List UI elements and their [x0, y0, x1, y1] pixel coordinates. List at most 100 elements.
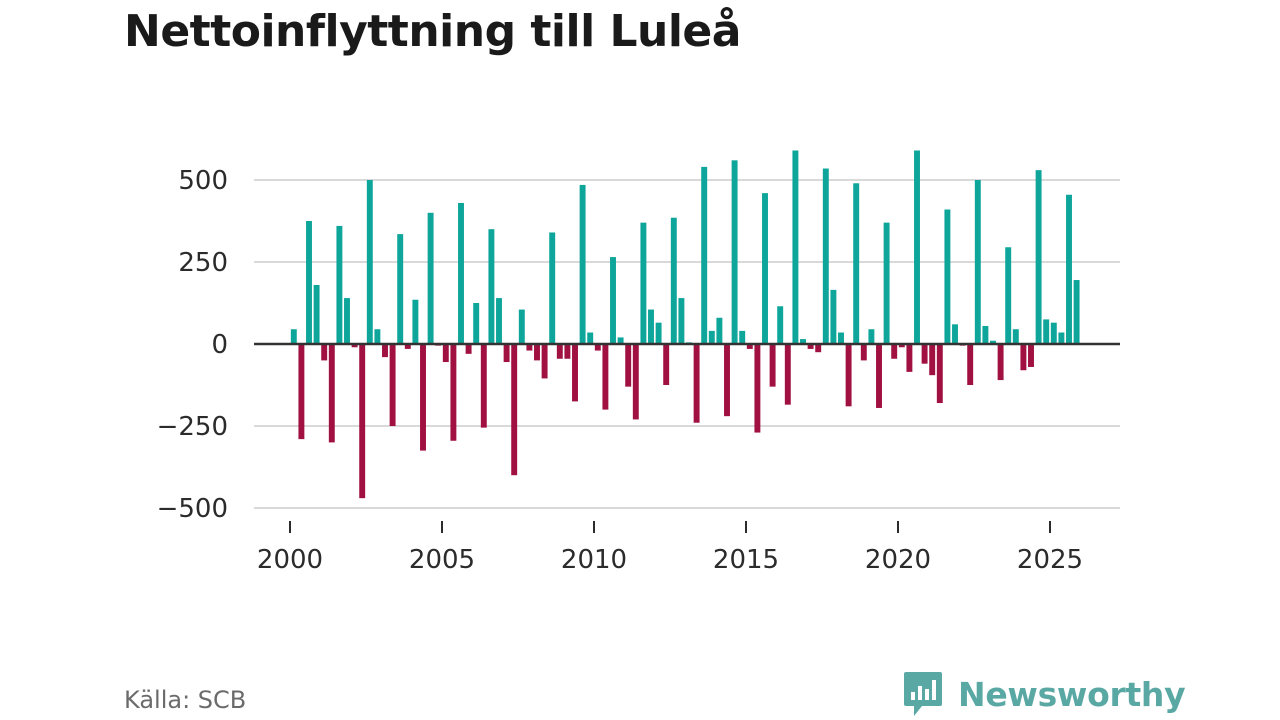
bar: [1073, 280, 1080, 344]
bar: [306, 221, 312, 344]
x-tick-label: 2025: [1017, 545, 1083, 575]
bar: [800, 339, 806, 344]
bar: [328, 344, 335, 443]
bar: [754, 344, 761, 433]
bar: [1035, 170, 1042, 344]
bar: [974, 180, 981, 344]
bar: [617, 337, 624, 344]
bar: [458, 202, 464, 344]
bar: [518, 309, 525, 344]
bar: [868, 329, 875, 344]
bar: [853, 183, 860, 344]
bar: [1020, 344, 1027, 371]
bar: [389, 344, 396, 426]
bar: [450, 344, 457, 441]
bar: [465, 344, 472, 354]
bar: [701, 166, 708, 344]
x-tick-label: 2015: [713, 545, 779, 575]
bar: [511, 344, 518, 476]
bar: [594, 344, 601, 351]
bar: [746, 344, 753, 349]
bar: [488, 229, 495, 344]
bar: [382, 344, 388, 358]
bar: [1012, 329, 1019, 344]
bar: [648, 309, 654, 344]
bar: [496, 298, 502, 344]
bar: [366, 180, 373, 344]
bar: [815, 344, 822, 353]
bar: [572, 344, 578, 402]
x-tick-label: 2020: [865, 545, 931, 575]
bar: [990, 340, 996, 344]
bar: [564, 344, 571, 359]
bar: [898, 344, 905, 348]
bar: [640, 222, 647, 344]
bar: [967, 344, 974, 385]
bar: [716, 317, 723, 344]
bar: [830, 289, 837, 344]
y-tick-label: −250: [157, 412, 228, 442]
bar: [1028, 344, 1034, 367]
source-label: Källa: SCB: [124, 686, 247, 714]
bar: [670, 217, 677, 344]
bar: [784, 344, 791, 405]
bar: [344, 298, 350, 344]
brand-logo[interactable]: Newsworthy: [902, 670, 1186, 718]
bar: [625, 344, 632, 387]
bar: [404, 344, 411, 349]
bar: [777, 306, 784, 344]
bar: [739, 330, 746, 344]
bar: [503, 344, 510, 363]
x-tick-label: 2005: [409, 545, 475, 575]
bar: [921, 344, 928, 364]
bar: [982, 325, 989, 344]
y-tick-label: 250: [178, 248, 228, 278]
bar: [914, 150, 920, 344]
bar: [602, 344, 609, 410]
bar: [997, 344, 1004, 381]
bar: [724, 344, 730, 417]
bar: [541, 344, 548, 379]
y-tick-label: 0: [211, 330, 228, 360]
bar: [359, 344, 366, 499]
bar: [610, 257, 616, 344]
bar: [655, 322, 662, 344]
bar: [420, 344, 426, 451]
bar: [693, 344, 700, 423]
chart-title: Nettoinflyttning till Luleå: [124, 6, 741, 57]
bar: [1043, 319, 1050, 344]
bar: [442, 344, 449, 363]
bar: [936, 344, 943, 404]
bar: [860, 344, 867, 361]
bar: [556, 344, 563, 359]
bar: [632, 344, 639, 420]
bar: [731, 160, 738, 344]
bar: [321, 344, 328, 361]
bar: [480, 344, 487, 428]
bar: [906, 344, 913, 372]
bar: [412, 299, 419, 344]
bar: [587, 332, 594, 344]
bar: [298, 344, 305, 440]
bar: [473, 303, 480, 344]
bar: [876, 344, 882, 408]
bar: [397, 234, 404, 344]
bar: [792, 150, 799, 344]
bar: [579, 184, 586, 344]
bar: [1050, 322, 1057, 344]
bar: [769, 344, 776, 387]
axes: −500 −250 0 250 500 2000 2005 2010 2015 2020 2025: [157, 166, 1120, 575]
newsworthy-logo-icon: [904, 672, 942, 716]
bar: [1066, 194, 1072, 344]
bar: [952, 324, 958, 344]
bar: [534, 344, 540, 361]
bar: [1058, 332, 1065, 344]
y-tick-label: −500: [157, 494, 228, 524]
brand-name: Newsworthy: [958, 674, 1186, 714]
bar: [1005, 247, 1012, 344]
bar: [336, 225, 343, 344]
bar: [374, 329, 381, 344]
bar: [678, 298, 685, 344]
bar: [944, 209, 951, 344]
